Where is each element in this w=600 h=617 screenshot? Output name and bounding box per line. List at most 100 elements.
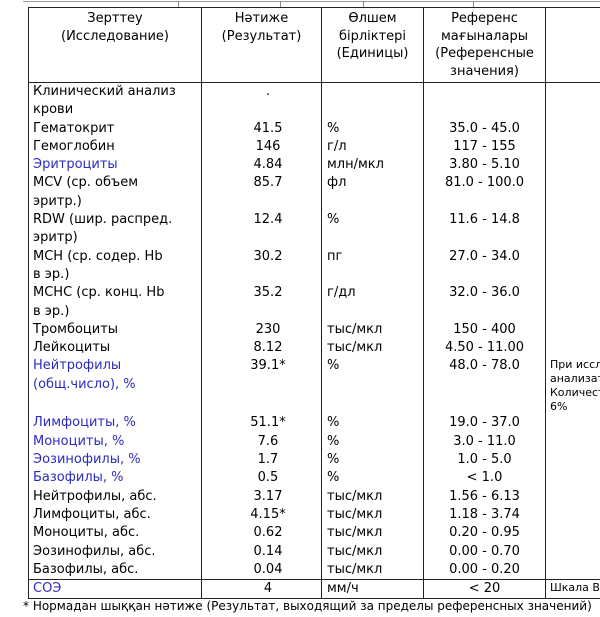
result-value: 3.17 bbox=[201, 487, 322, 506]
table-row: Клинический анализ крови . bbox=[28, 82, 600, 120]
result-value: 8.12 bbox=[201, 339, 322, 358]
reference-range: 81.0 - 100.0 bbox=[423, 174, 546, 212]
comment-note bbox=[545, 505, 600, 525]
test-name: Эозинофилы, абс. bbox=[28, 542, 202, 561]
reference-range: 117 - 155 bbox=[423, 137, 546, 157]
test-name-link[interactable]: СОЭ bbox=[28, 579, 202, 600]
result-value: 35.2 bbox=[201, 284, 322, 321]
table-row: Лимфоциты, абс. 4.15* тыс/мкл 1.18 - 3.7… bbox=[28, 505, 600, 525]
comment-note bbox=[545, 82, 600, 120]
reference-range: 48.0 - 78.0 bbox=[423, 357, 546, 415]
unit-value: % bbox=[321, 432, 424, 452]
unit-value: тыс/мкл bbox=[321, 524, 424, 543]
border-stub bbox=[280, 1, 281, 7]
comment-note bbox=[545, 320, 600, 340]
unit-value: % bbox=[321, 469, 424, 488]
test-name-link[interactable]: Моноциты, % bbox=[28, 432, 202, 452]
reference-range: 3.80 - 5.10 bbox=[423, 156, 546, 175]
result-value: 30.2 bbox=[201, 247, 322, 285]
col-header-result: Нәтиже (Результат) bbox=[201, 7, 322, 83]
unit-value: % bbox=[321, 414, 424, 433]
reference-range: 27.0 - 34.0 bbox=[423, 247, 546, 285]
test-name: Гемоглобин bbox=[28, 137, 202, 157]
table-row: Базофилы, абс. 0.04 тыс/мкл 0.00 - 0.20 bbox=[28, 560, 600, 580]
result-value: 12.4 bbox=[201, 211, 322, 248]
table-row: Нейтрофилы (общ.число), % 39.1* % 48.0 -… bbox=[28, 357, 600, 415]
table-row: Гематокрит 41.5 % 35.0 - 45.0 bbox=[28, 119, 600, 138]
test-name: MCV (ср. объем эритр.) bbox=[28, 174, 202, 212]
comment-note bbox=[545, 487, 600, 506]
footnote: * Нормадан шыққан нәтиже (Результат, вых… bbox=[23, 599, 592, 613]
unit-value: тыс/мкл bbox=[321, 320, 424, 340]
results-table: Зерттеу (Исследование) Нәтиже (Результат… bbox=[28, 7, 600, 600]
unit-value: % bbox=[321, 357, 424, 415]
result-value: 4 bbox=[201, 579, 322, 600]
reference-range: 0.00 - 0.20 bbox=[423, 560, 546, 580]
result-value: 1.7 bbox=[201, 451, 322, 470]
comment-note bbox=[545, 542, 600, 561]
unit-value: мм/ч bbox=[321, 579, 424, 600]
col-header-comment bbox=[545, 7, 600, 83]
test-name: RDW (шир. распред. эритр) bbox=[28, 211, 202, 248]
reference-range: 1.18 - 3.74 bbox=[423, 505, 546, 525]
result-value: . bbox=[201, 82, 322, 120]
comment-note bbox=[545, 560, 600, 580]
test-name-link[interactable]: Лимфоциты, % bbox=[28, 414, 202, 433]
reference-range: 11.6 - 14.8 bbox=[423, 211, 546, 248]
comment-note bbox=[545, 119, 600, 138]
test-name: MCH (ср. содер. Hb в эр.) bbox=[28, 247, 202, 285]
header-row: Зерттеу (Исследование) Нәтиже (Результат… bbox=[28, 7, 600, 83]
table-row: СОЭ 4 мм/ч < 20 Шкала В bbox=[28, 579, 600, 600]
result-value: 7.6 bbox=[201, 432, 322, 452]
table-row: RDW (шир. распред. эритр) 12.4 % 11.6 - … bbox=[28, 211, 600, 248]
reference-range: 0.20 - 0.95 bbox=[423, 524, 546, 543]
test-name: Лимфоциты, абс. bbox=[28, 505, 202, 525]
unit-value: тыс/мкл bbox=[321, 542, 424, 561]
result-value: 4.15* bbox=[201, 505, 322, 525]
border-stub bbox=[363, 1, 364, 7]
test-name: Гематокрит bbox=[28, 119, 202, 138]
test-name-link[interactable]: Эритроциты bbox=[28, 156, 202, 175]
test-name: Базофилы, абс. bbox=[28, 560, 202, 580]
unit-value: тыс/мкл bbox=[321, 487, 424, 506]
table-row: Лейкоциты 8.12 тыс/мкл 4.50 - 11.00 bbox=[28, 339, 600, 358]
comment-note bbox=[545, 211, 600, 248]
comment-note bbox=[545, 524, 600, 543]
reference-range: < 20 bbox=[423, 579, 546, 600]
test-name: Нейтрофилы, абс. bbox=[28, 487, 202, 506]
result-value: 0.5 bbox=[201, 469, 322, 488]
test-name-link[interactable]: Нейтрофилы (общ.число), % bbox=[28, 357, 202, 415]
table-row: Гемоглобин 146 г/л 117 - 155 bbox=[28, 137, 600, 157]
unit-value: % bbox=[321, 211, 424, 248]
result-value: 4.84 bbox=[201, 156, 322, 175]
reference-range: 1.56 - 6.13 bbox=[423, 487, 546, 506]
test-name: MCHC (ср. конц. Hb в эр.) bbox=[28, 284, 202, 321]
test-name-link[interactable]: Базофилы, % bbox=[28, 469, 202, 488]
unit-value: % bbox=[321, 451, 424, 470]
test-name: Тромбоциты bbox=[28, 320, 202, 340]
top-divider-line bbox=[23, 1, 600, 2]
table-row: Лимфоциты, % 51.1* % 19.0 - 37.0 bbox=[28, 414, 600, 433]
table-row: MCV (ср. объем эритр.) 85.7 фл 81.0 - 10… bbox=[28, 174, 600, 212]
comment-note bbox=[545, 339, 600, 358]
test-name-link[interactable]: Эозинофилы, % bbox=[28, 451, 202, 470]
comment-note: Шкала В bbox=[545, 579, 600, 600]
unit-value: млн/мкл bbox=[321, 156, 424, 175]
table-row: Эозинофилы, абс. 0.14 тыс/мкл 0.00 - 0.7… bbox=[28, 542, 600, 561]
reference-range: 4.50 - 11.00 bbox=[423, 339, 546, 358]
comment-note bbox=[545, 174, 600, 212]
col-header-units: Өлшем бірліктері (Единицы) bbox=[321, 7, 424, 83]
unit-value: тыс/мкл bbox=[321, 560, 424, 580]
unit-value: тыс/мкл bbox=[321, 339, 424, 358]
test-name: Клинический анализ крови bbox=[28, 82, 202, 120]
comment-note: При иссл анализат Количест 6% bbox=[545, 357, 600, 415]
reference-range: 1.0 - 5.0 bbox=[423, 451, 546, 470]
reference-range: 0.00 - 0.70 bbox=[423, 542, 546, 561]
unit-value: % bbox=[321, 119, 424, 138]
reference-range: 150 - 400 bbox=[423, 320, 546, 340]
table-row: Эозинофилы, % 1.7 % 1.0 - 5.0 bbox=[28, 451, 600, 470]
results-table-body: Клинический анализ крови . Гематокрит 41… bbox=[28, 82, 600, 600]
unit-value: пг bbox=[321, 247, 424, 285]
table-row: MCHC (ср. конц. Hb в эр.) 35.2 г/дл 32.0… bbox=[28, 284, 600, 321]
